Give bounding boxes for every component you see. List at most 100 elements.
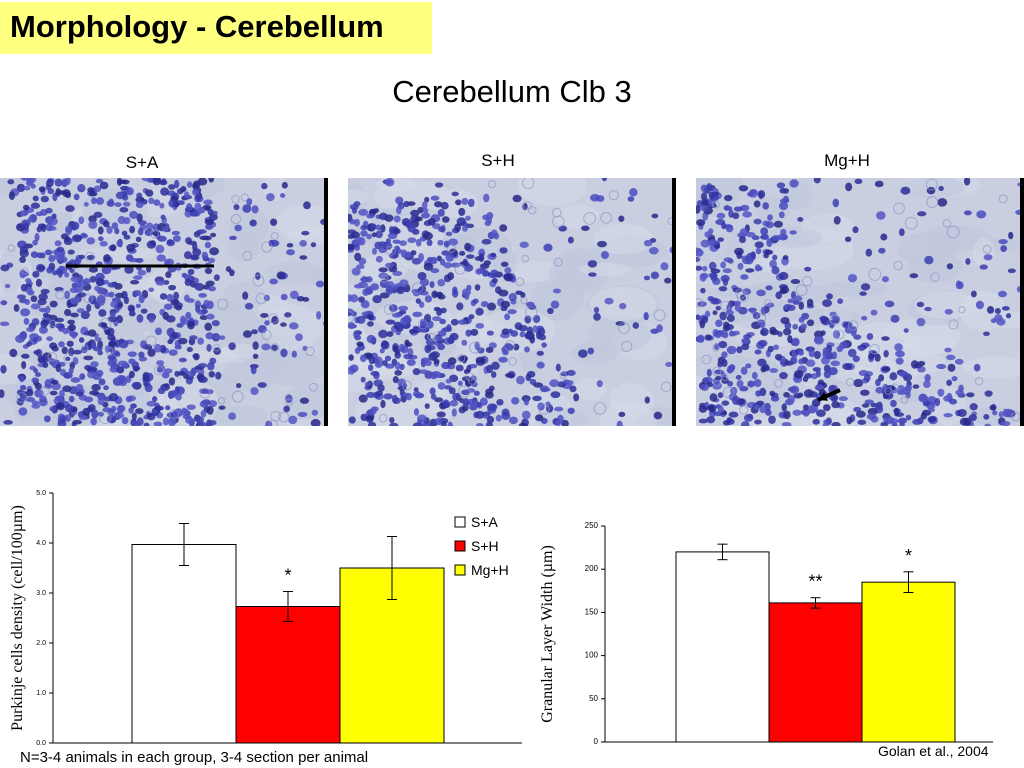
cell-nucleus: [762, 202, 770, 210]
cell-nucleus: [54, 323, 65, 329]
cell-nucleus: [897, 418, 907, 424]
cell-nucleus: [439, 258, 446, 266]
cell-nucleus: [870, 402, 879, 408]
cell-nucleus: [49, 390, 58, 396]
cell-nucleus: [1000, 420, 1011, 426]
cell-nucleus: [316, 311, 322, 320]
cell-nucleus: [87, 371, 96, 379]
cell-nucleus: [461, 197, 469, 205]
cell-nucleus: [490, 252, 497, 258]
cell-nucleus: [750, 308, 756, 314]
cell-nucleus: [299, 239, 307, 247]
cell-nucleus: [424, 313, 432, 323]
cell-nucleus: [388, 226, 394, 235]
cell-nucleus: [491, 361, 500, 370]
cell-nucleus: [979, 264, 988, 270]
pale-cell: [998, 194, 1008, 204]
cell-nucleus: [765, 221, 775, 229]
cell-nucleus: [176, 323, 184, 328]
cell-nucleus: [242, 330, 252, 338]
cell-nucleus: [156, 360, 165, 366]
cell-nucleus: [593, 306, 600, 314]
cell-nucleus: [754, 264, 761, 272]
cell-nucleus: [443, 326, 452, 332]
cell-nucleus: [38, 307, 48, 313]
cell-nucleus: [507, 328, 514, 334]
cell-nucleus: [186, 181, 193, 188]
cell-nucleus: [415, 238, 422, 247]
cell-nucleus: [84, 396, 94, 403]
pale-cell: [559, 371, 567, 380]
cell-nucleus: [524, 346, 530, 353]
pale-cell: [521, 254, 530, 263]
cell-nucleus: [280, 322, 287, 327]
cell-nucleus: [174, 345, 182, 350]
cell-nucleus: [479, 397, 488, 406]
cell-nucleus: [778, 211, 785, 219]
cell-nucleus: [880, 233, 888, 241]
cell-nucleus: [491, 277, 498, 284]
cell-nucleus: [228, 342, 236, 351]
cell-nucleus: [936, 363, 947, 370]
cell-nucleus: [519, 331, 526, 338]
cell-nucleus: [912, 418, 922, 425]
cell-nucleus: [56, 190, 66, 195]
cell-nucleus: [485, 346, 494, 354]
cell-nucleus: [423, 207, 429, 214]
cell-nucleus: [539, 385, 549, 393]
cell-nucleus: [984, 390, 993, 397]
cell-nucleus: [83, 202, 89, 207]
cell-nucleus: [148, 318, 155, 323]
tissue-mottle: [78, 246, 158, 261]
cell-nucleus: [866, 333, 874, 341]
cell-nucleus: [379, 212, 388, 221]
cell-nucleus: [595, 195, 605, 202]
cell-nucleus: [98, 378, 106, 386]
cell-nucleus: [283, 405, 291, 413]
cell-nucleus: [719, 311, 727, 321]
cell-nucleus: [211, 319, 220, 327]
pale-cell: [958, 306, 966, 314]
pale-cell: [261, 329, 272, 341]
cell-nucleus: [360, 300, 370, 309]
cell-nucleus: [193, 277, 200, 285]
cell-nucleus: [1001, 306, 1010, 311]
cell-nucleus: [811, 373, 818, 380]
cell-nucleus: [0, 321, 10, 327]
cell-nucleus: [740, 421, 750, 426]
cell-nucleus: [35, 278, 43, 287]
cell-nucleus: [26, 388, 34, 397]
cell-nucleus: [371, 406, 379, 412]
cell-nucleus: [349, 219, 356, 225]
cell-nucleus: [465, 215, 471, 221]
cell-nucleus: [587, 260, 598, 268]
cell-nucleus: [890, 314, 900, 323]
cell-nucleus: [31, 318, 40, 326]
cell-nucleus: [165, 271, 172, 279]
cell-nucleus: [784, 360, 794, 366]
y-tick-label: 3.0: [36, 590, 46, 597]
cell-nucleus: [406, 359, 416, 367]
cell-nucleus: [125, 396, 133, 403]
cell-nucleus: [175, 393, 182, 401]
cell-nucleus: [107, 282, 117, 288]
cell-nucleus: [450, 318, 459, 326]
pale-cell: [520, 297, 528, 305]
cell-nucleus: [917, 211, 927, 217]
pale-cell: [720, 300, 731, 311]
cell-nucleus: [842, 363, 853, 370]
cell-nucleus: [8, 191, 16, 201]
cell-nucleus: [61, 346, 68, 355]
cell-nucleus: [73, 193, 80, 201]
cell-nucleus: [197, 337, 205, 345]
cell-nucleus: [775, 291, 783, 300]
cell-nucleus: [457, 380, 463, 386]
cell-nucleus: [167, 417, 177, 426]
cell-nucleus: [437, 291, 443, 299]
cell-nucleus: [745, 257, 754, 265]
cell-nucleus: [48, 358, 56, 366]
cell-nucleus: [89, 191, 98, 197]
cell-nucleus: [133, 275, 143, 280]
cell-nucleus: [456, 302, 464, 311]
cell-nucleus: [783, 328, 792, 336]
